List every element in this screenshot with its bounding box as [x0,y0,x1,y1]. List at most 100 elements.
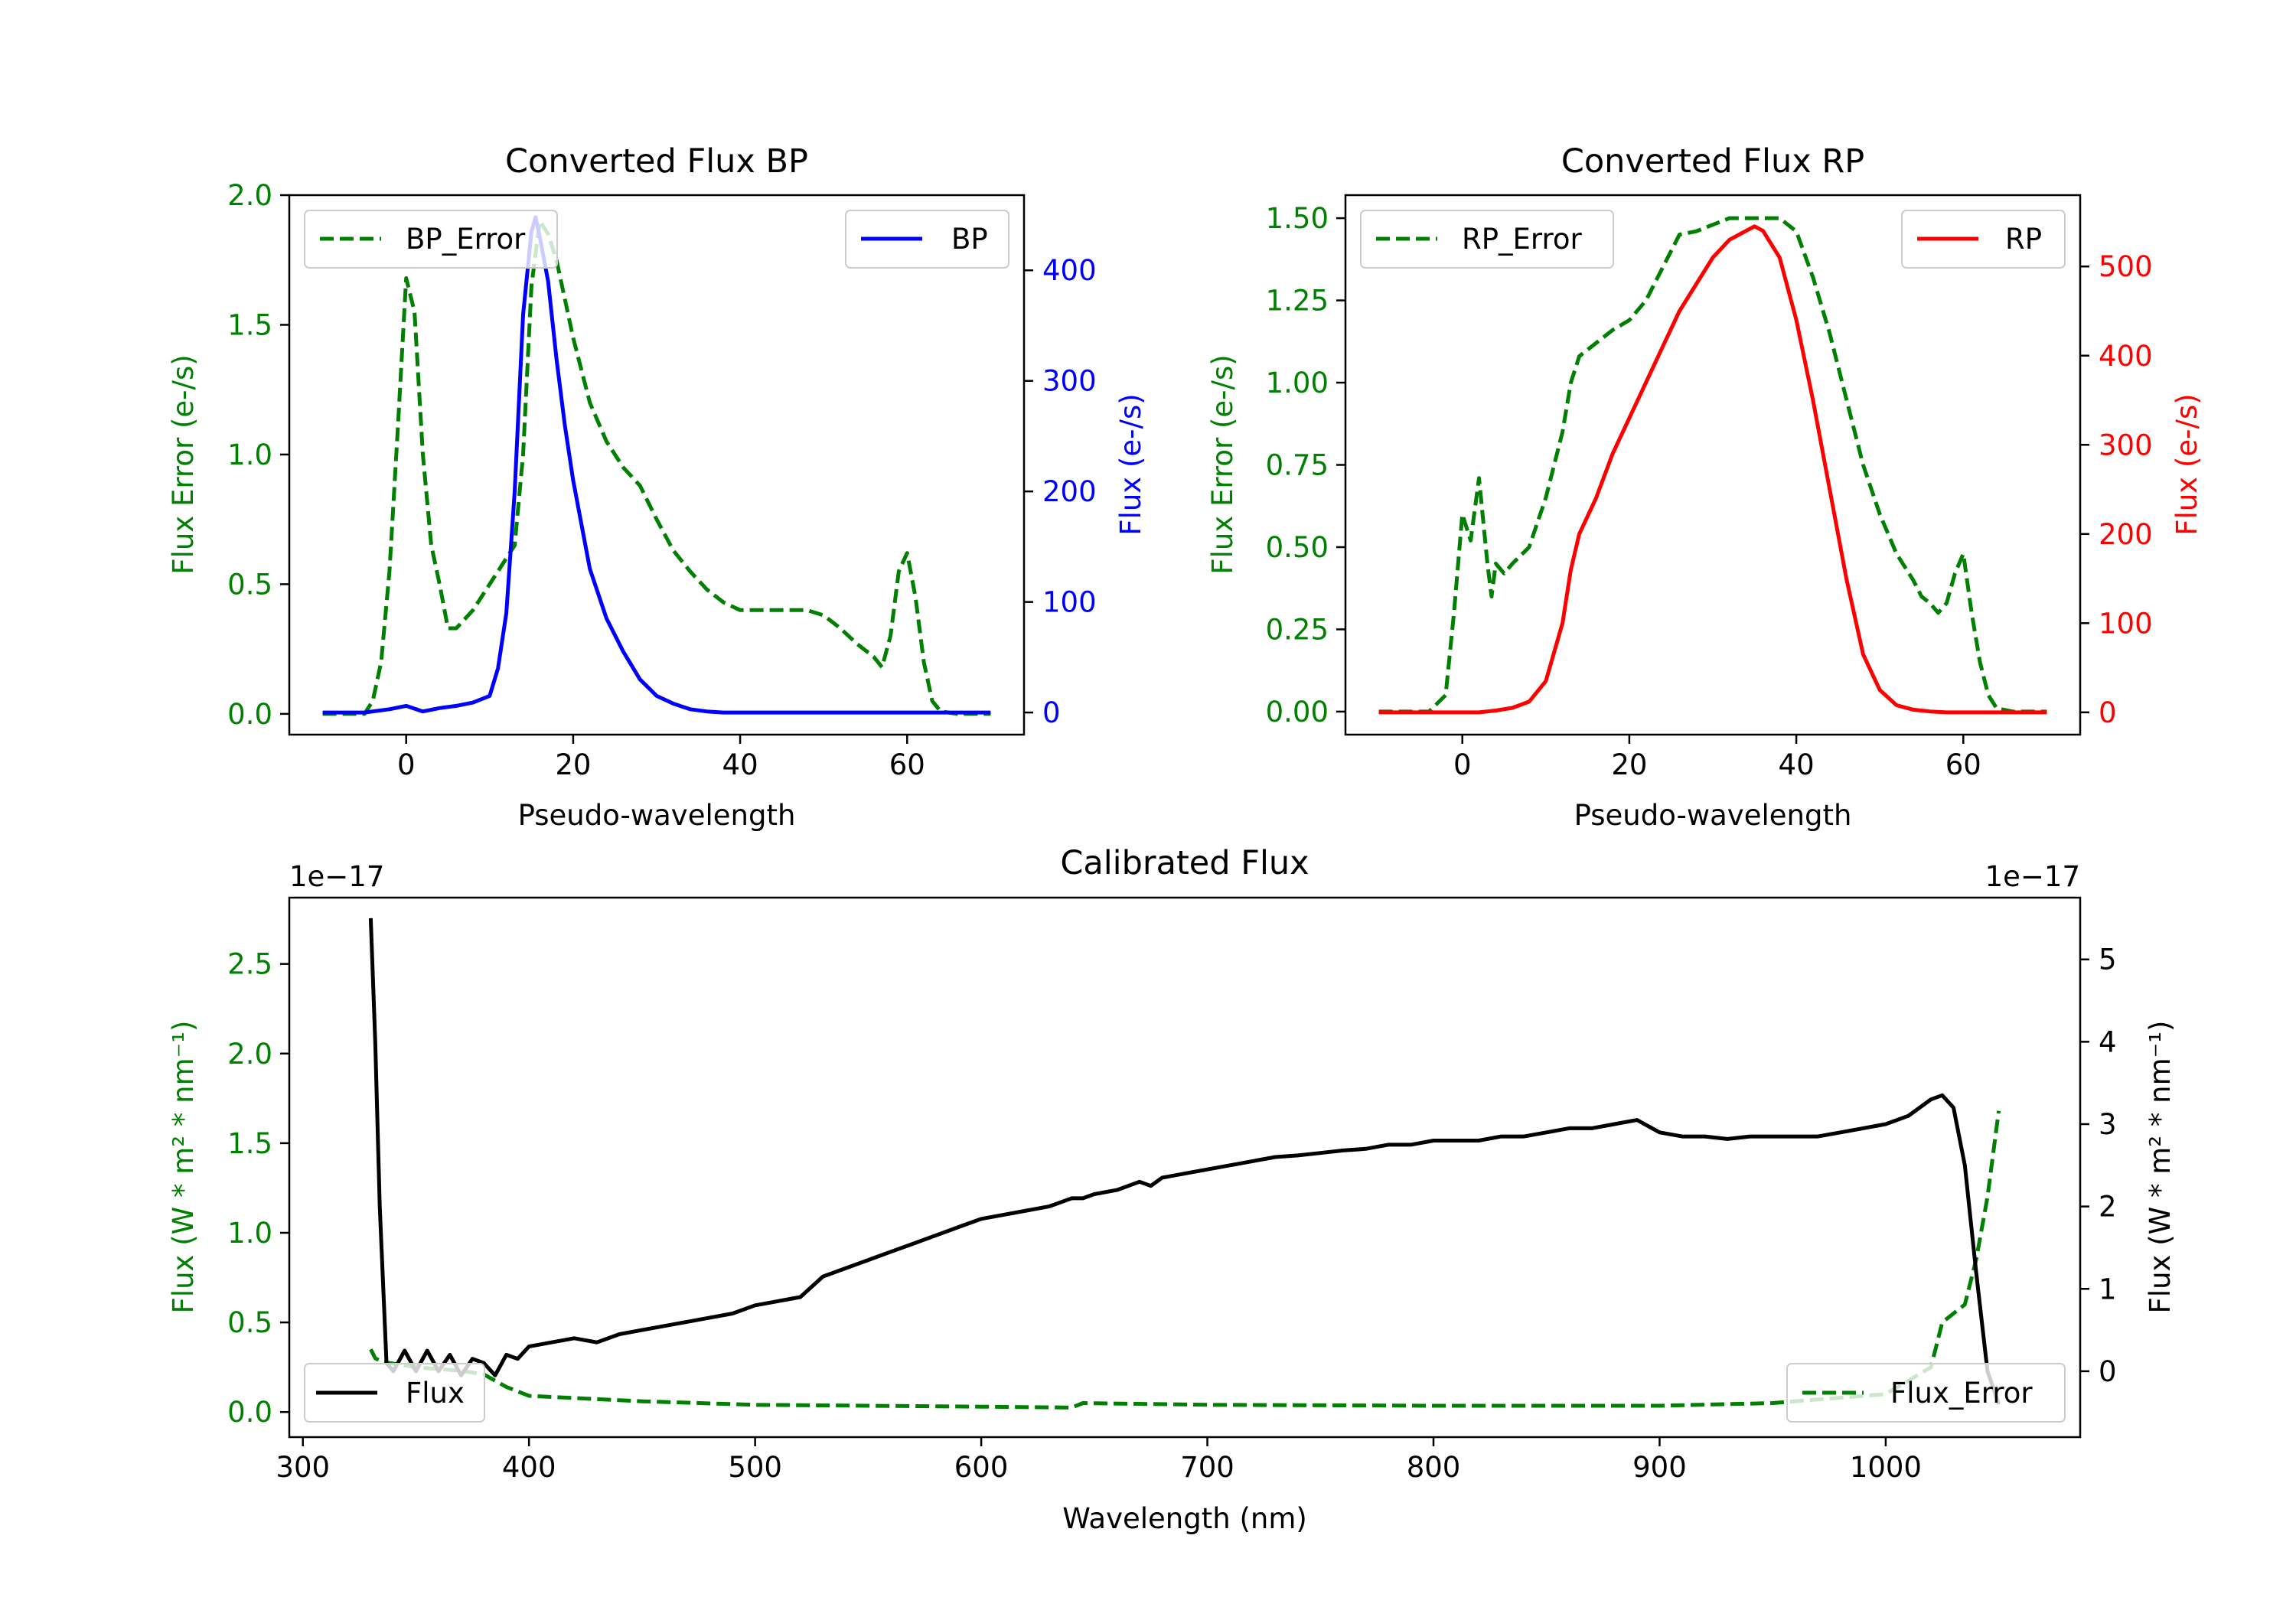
rp-series-rp-line [1378,224,2047,715]
calibrated-left-tick-label: 0.0 [227,1396,272,1429]
rp-left-tick-label: 0.75 [1266,449,1329,482]
rp-panel: Converted Flux RP 0 20 40 60 0.00 0.25 0.50 0.… [1206,142,2203,832]
calibrated-left-y-label: Flux (W * m² * nm⁻¹) [167,1021,200,1314]
rp-left-tick-label: 0.50 [1266,531,1329,564]
bp-x-tick-label: 40 [722,748,758,781]
rp-right-tick-label: 0 [2099,696,2117,729]
bp-plot-area [322,215,991,716]
rp-right-tick-label: 300 [2099,429,2153,461]
rp-right-y-label: Flux (e-/s) [2170,393,2203,535]
bp-title: Converted Flux BP [505,142,808,181]
calibrated-right-tick-label: 0 [2099,1355,2117,1388]
bp-right-tick-label: 100 [1042,586,1097,619]
calibrated-left-tick-label: 1.5 [227,1127,272,1160]
bp-left-tick-label: 1.5 [227,308,272,341]
calibrated-x-tick-label: 500 [728,1451,782,1484]
bp-legend: BP [845,210,1009,269]
flux-error-legend-label: Flux_Error [1890,1377,2033,1410]
rp-title: Converted Flux RP [1561,142,1864,181]
flux-error-legend-box [1786,1363,2066,1423]
bp-error-legend: BP_Error [304,210,558,269]
calibrated-x-tick-label: 900 [1632,1451,1687,1484]
calibrated-left-tick-label: 2.0 [227,1038,272,1071]
bp-axes-frame [288,194,1026,736]
rp-left-axis: 0.00 0.25 0.50 0.75 1.00 1.25 1.50 [1266,202,1345,729]
rp-right-tick-label: 500 [2099,250,2153,283]
rp-series-rp-error-line [1378,216,2047,714]
flux-legend-box [304,1363,485,1423]
calibrated-x-tick-label: 700 [1180,1451,1234,1484]
rp-plot-area [1378,216,2047,715]
rp-x-tick-label: 60 [1945,748,1981,781]
bp-left-tick-label: 2.0 [227,179,272,212]
bp-legend-label: BP [951,223,988,256]
rp-left-tick-label: 1.25 [1266,285,1329,318]
rp-x-tick-label: 0 [1453,748,1472,781]
bp-x-label: Pseudo-wavelength [518,799,796,832]
bp-left-y-label: Flux Error (e-/s) [167,354,200,574]
bp-error-legend-label: BP_Error [406,223,526,256]
bp-right-tick-label: 200 [1042,475,1097,508]
bp-right-tick-label: 400 [1042,254,1097,287]
bp-error-legend-box [304,210,558,269]
calibrated-x-label: Wavelength (nm) [1062,1502,1307,1535]
rp-left-tick-label: 0.00 [1266,696,1329,729]
calibrated-right-tick-label: 3 [2099,1108,2117,1141]
calibrated-x-tick-label: 600 [954,1451,1009,1484]
rp-error-legend-label: RP_Error [1462,223,1582,256]
bp-legend-box [845,210,1009,269]
calibrated-title: Calibrated Flux [1060,844,1309,882]
bp-x-axis: 0 20 40 60 [397,735,925,781]
rp-legend-label: RP [2005,223,2042,256]
bp-left-tick-label: 1.0 [227,438,272,471]
flux-legend-label: Flux [406,1377,465,1410]
rp-left-tick-label: 0.25 [1266,613,1329,646]
calibrated-right-tick-label: 5 [2099,944,2117,976]
calibrated-left-tick-label: 2.5 [227,948,272,981]
calibrated-right-tick-label: 2 [2099,1191,2117,1224]
bp-x-tick-label: 0 [397,748,416,781]
calibrated-left-tick-label: 0.5 [227,1306,272,1339]
calibrated-x-tick-label: 400 [502,1451,556,1484]
calibrated-series-flux-line [368,918,2001,1405]
bp-series-bp-error-line [322,219,991,716]
rp-x-label: Pseudo-wavelength [1574,799,1852,832]
rp-right-tick-label: 200 [2099,518,2153,551]
bp-right-y-label: Flux (e-/s) [1114,393,1147,535]
rp-x-tick-label: 40 [1779,748,1815,781]
calibrated-left-offset: 1e−17 [289,860,384,893]
bp-right-tick-label: 300 [1042,365,1097,398]
bp-left-axis: 0.0 0.5 1.0 1.5 2.0 [227,179,289,731]
calibrated-left-axis: 0.0 0.5 1.0 1.5 2.0 2.5 [227,948,289,1429]
calibrated-x-tick-label: 300 [276,1451,330,1484]
calibrated-x-tick-label: 800 [1407,1451,1461,1484]
bp-x-tick-label: 20 [555,748,591,781]
calibrated-right-axis: 0 1 2 3 4 5 [2080,944,2117,1388]
bp-series-bp-line [322,215,991,715]
bp-left-tick-label: 0.0 [227,698,272,731]
calibrated-right-tick-label: 4 [2099,1025,2117,1058]
rp-x-tick-label: 20 [1611,748,1647,781]
bp-panel: Converted Flux BP 0 20 40 60 0.0 0.5 1.0 1.5 2.… [167,142,1147,832]
flux-error-legend: Flux_Error [1786,1363,2066,1423]
rp-right-axis: 0 100 200 300 400 500 [2080,250,2153,729]
calibrated-axes-frame [288,896,2082,1439]
rp-left-tick-label: 1.00 [1266,367,1329,399]
rp-x-axis: 0 20 40 60 [1453,735,1981,781]
rp-right-tick-label: 400 [2099,340,2153,373]
calibrated-x-axis: 300 400 500 600 700 800 900 1000 [276,1437,1922,1484]
calibrated-right-offset: 1e−17 [1985,860,2080,893]
calibrated-left-tick-label: 1.0 [227,1217,272,1250]
bp-left-tick-label: 0.5 [227,568,272,601]
rp-error-legend-box [1360,210,1614,269]
flux-legend: Flux [304,1363,485,1423]
bp-right-tick-label: 0 [1042,696,1061,729]
bp-right-axis: 0 100 200 300 400 [1024,254,1097,729]
calibrated-right-y-label: Flux (W * m² * nm⁻¹) [2144,1021,2177,1314]
rp-left-y-label: Flux Error (e-/s) [1206,354,1239,574]
calibrated-panel: Calibrated Flux 300 400 500 600 700 800 900 100… [167,844,2177,1535]
rp-error-legend: RP_Error [1360,210,1614,269]
rp-right-tick-label: 100 [2099,607,2153,640]
bp-x-tick-label: 60 [889,748,925,781]
